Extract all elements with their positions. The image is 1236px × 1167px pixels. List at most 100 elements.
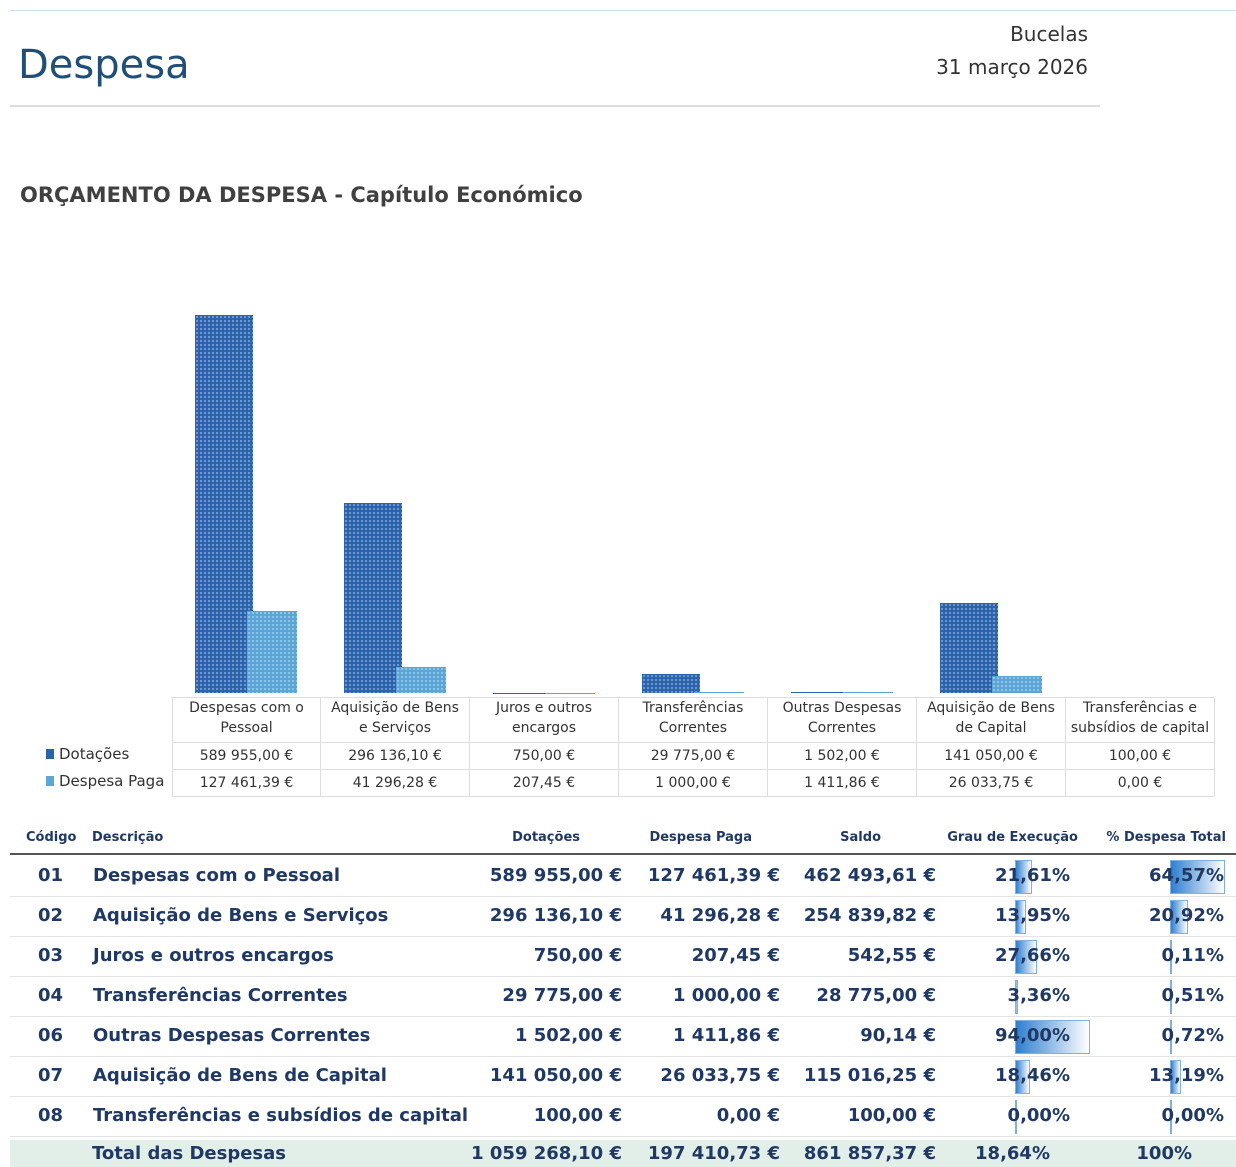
value-label: 127 461,39 €: [172, 770, 321, 797]
dotacoes: 1 502,00 €: [514, 1025, 622, 1046]
saldo: 28 775,00 €: [816, 985, 936, 1006]
value-label: 296 136,10 €: [321, 743, 470, 770]
data-bar: [1015, 900, 1027, 934]
top-border: [10, 10, 1236, 11]
row-rule: [10, 1056, 1236, 1057]
total-row: [10, 1140, 1236, 1167]
total-label: Total das Despesas: [92, 1143, 286, 1164]
column-header: % Despesa Total: [1106, 830, 1226, 845]
data-bar: [1015, 1060, 1030, 1094]
value-label: 1 502,00 €: [768, 743, 917, 770]
value-label: 207,45 €: [470, 770, 619, 797]
description: Despesas com o Pessoal: [93, 865, 340, 886]
column-header: Código: [26, 830, 77, 845]
despesa-paga: 26 033,75 €: [660, 1065, 780, 1086]
grau-execucao: 21,61%: [995, 865, 1070, 886]
data-bar: [1015, 1020, 1090, 1054]
code: 03: [38, 945, 64, 966]
dotacoes: 29 775,00 €: [502, 985, 622, 1006]
category-label: Juros e outros encargos: [470, 697, 619, 743]
category-label: Outras Despesas Correntes: [768, 697, 917, 743]
dotacoes: 750,00 €: [533, 945, 622, 966]
description: Juros e outros encargos: [93, 945, 334, 966]
bar: [344, 503, 402, 693]
data-bar: [1170, 1100, 1172, 1134]
row-rule: [10, 1136, 1236, 1137]
code: 07: [38, 1065, 64, 1086]
data-bar: [1170, 980, 1172, 1014]
date: 31 março 2026: [936, 55, 1088, 79]
dotacoes: 100,00 €: [533, 1105, 622, 1126]
grau-execucao: 27,66%: [995, 945, 1070, 966]
bar: [247, 611, 297, 693]
despesa-total-pct: 0,00%: [1161, 1105, 1224, 1126]
description: Outras Despesas Correntes: [93, 1025, 371, 1046]
bar: [940, 602, 998, 693]
legend-swatch: [46, 749, 54, 759]
value-label: 29 775,00 €: [619, 743, 768, 770]
saldo: 462 493,61 €: [803, 865, 936, 886]
row-rule: [10, 1096, 1236, 1097]
data-bar: [1170, 860, 1225, 894]
saldo: 115 016,25 €: [803, 1065, 936, 1086]
data-bar: [1170, 1060, 1182, 1094]
description: Aquisição de Bens de Capital: [93, 1065, 387, 1086]
value-label: 1 000,00 €: [619, 770, 768, 797]
description: Transferências e subsídios de capital: [93, 1105, 469, 1126]
grau-execucao: 94,00%: [995, 1025, 1070, 1046]
category-label: Transferências Correntes: [619, 697, 768, 743]
dotacoes: 296 136,10 €: [489, 905, 622, 926]
bar: [396, 666, 446, 693]
data-bar: [1015, 860, 1033, 894]
total-grau: 18,64%: [975, 1143, 1050, 1164]
total-saldo: 861 857,37 €: [803, 1143, 936, 1164]
bar: [195, 315, 253, 693]
category-label: Aquisição de Bens de Capital: [917, 697, 1066, 743]
row-rule: [10, 976, 1236, 977]
code: 06: [38, 1025, 64, 1046]
data-bar: [1015, 940, 1038, 974]
bar: [642, 673, 700, 693]
despesa-paga: 0,00 €: [716, 1105, 780, 1126]
data-bar: [1015, 1100, 1017, 1134]
grau-execucao: 3,36%: [1007, 985, 1070, 1006]
data-bar: [1170, 940, 1172, 974]
column-header: Grau de Execução: [947, 830, 1078, 845]
value-label: 141 050,00 €: [917, 743, 1066, 770]
despesa-total-pct: 0,51%: [1161, 985, 1224, 1006]
location: Bucelas: [1010, 22, 1088, 46]
grau-execucao: 0,00%: [1007, 1105, 1070, 1126]
grau-execucao: 18,46%: [995, 1065, 1070, 1086]
column-header: Dotações: [512, 830, 580, 845]
bar: [694, 692, 744, 693]
grau-execucao: 13,95%: [995, 905, 1070, 926]
data-bar: [1015, 980, 1018, 1014]
despesa-paga: 127 461,39 €: [647, 865, 780, 886]
value-label: 589 955,00 €: [172, 743, 321, 770]
despesa-total-pct: 64,57%: [1149, 865, 1224, 886]
description: Transferências Correntes: [93, 985, 348, 1006]
legend-swatch: [46, 776, 54, 786]
title: Despesa: [18, 42, 190, 88]
saldo: 542,55 €: [847, 945, 936, 966]
saldo: 90,14 €: [860, 1025, 936, 1046]
divider: [10, 105, 1100, 107]
value-label: 100,00 €: [1066, 743, 1215, 770]
despesa-total-pct: 0,72%: [1161, 1025, 1224, 1046]
value-label: 750,00 €: [470, 743, 619, 770]
total-share: 100%: [1136, 1143, 1192, 1164]
code: 01: [38, 865, 64, 886]
category-label: Aquisição de Bens e Serviços: [321, 697, 470, 743]
total-paga: 197 410,73 €: [647, 1143, 780, 1164]
value-label: 1 411,86 €: [768, 770, 917, 797]
row-rule: [10, 1016, 1236, 1017]
dotacoes: 589 955,00 €: [489, 865, 622, 886]
data-bar: [1170, 1020, 1172, 1054]
code: 02: [38, 905, 64, 926]
despesa-paga: 1 000,00 €: [672, 985, 780, 1006]
despesa-total-pct: 20,92%: [1149, 905, 1224, 926]
despesa-paga: 41 296,28 €: [660, 905, 780, 926]
legend-label: Dotações: [59, 745, 130, 763]
code: 04: [38, 985, 64, 1006]
